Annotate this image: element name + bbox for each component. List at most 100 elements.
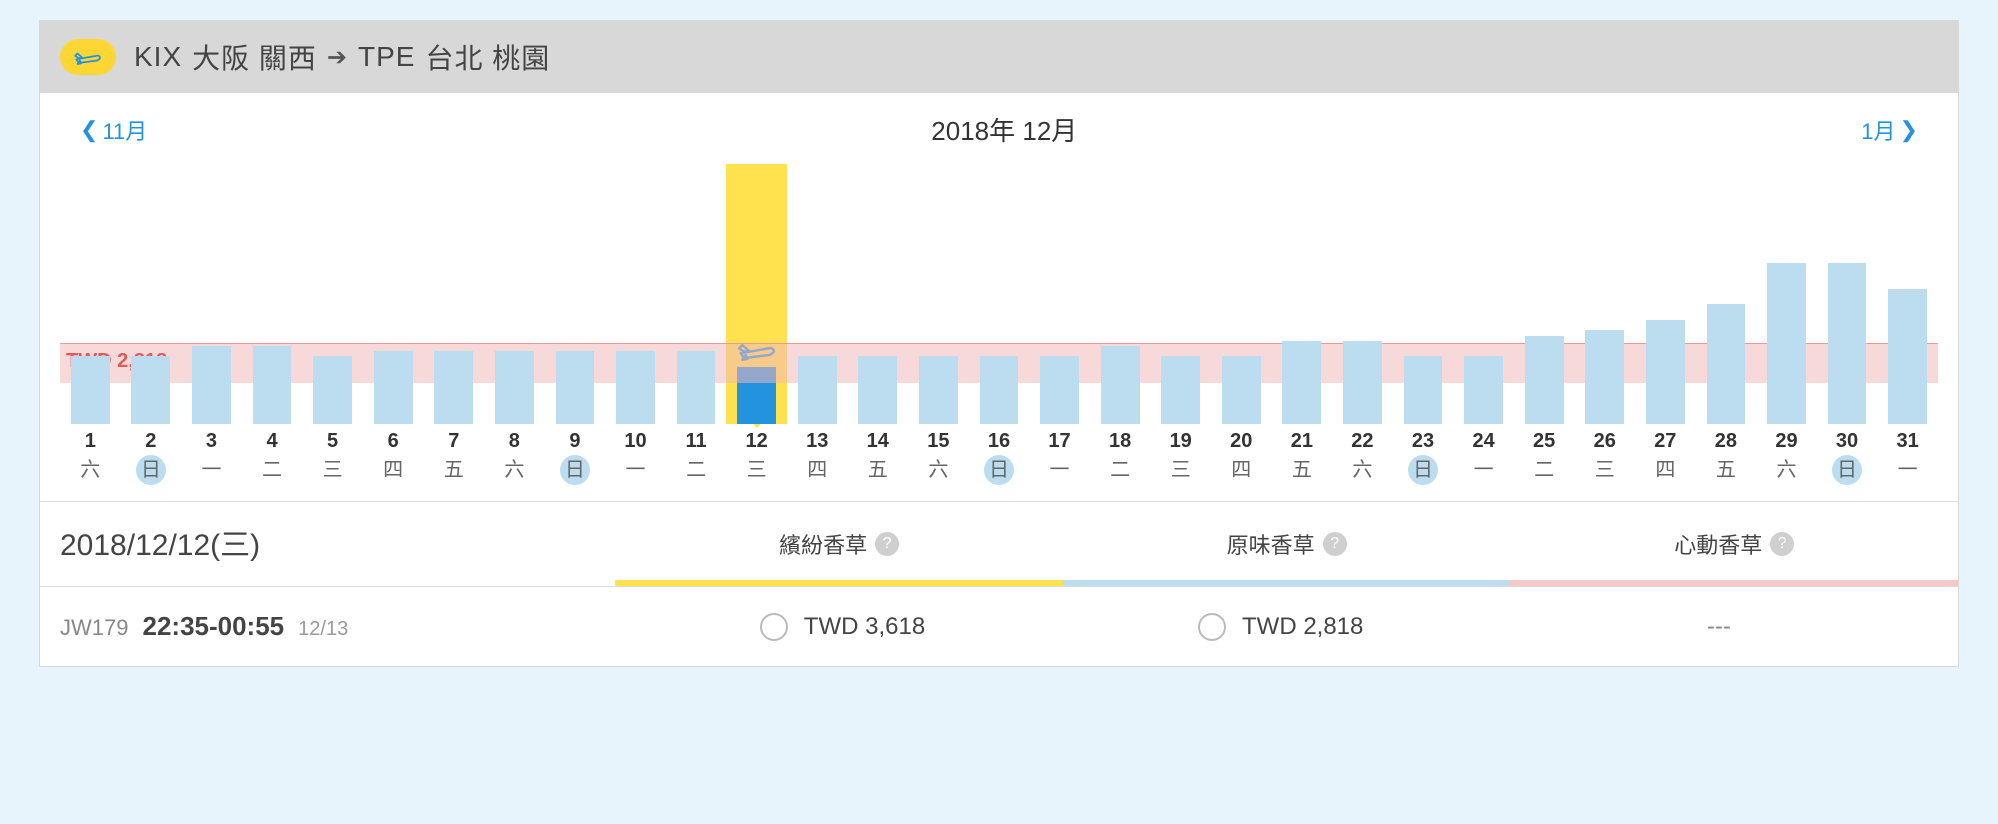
axis-day[interactable]: 17一 [1029, 430, 1090, 485]
day-bar[interactable] [666, 164, 727, 424]
chevron-right-icon: ❯ [1900, 117, 1918, 143]
axis-day[interactable]: 21五 [1272, 430, 1333, 485]
fare-price: TWD 2,818 [1242, 613, 1363, 641]
axis-day[interactable]: 31一 [1877, 430, 1938, 485]
flight-info: JW179 22:35-00:55 12/13 [60, 611, 623, 642]
fare-type-original: 原味香草 ? [1063, 502, 1511, 586]
axis-day[interactable]: 25二 [1514, 430, 1575, 485]
axis-day[interactable]: 24一 [1453, 430, 1514, 485]
day-bar[interactable] [1574, 164, 1635, 424]
axis-day[interactable]: 19三 [1150, 430, 1211, 485]
prev-month-label: 11月 [102, 114, 147, 146]
day-bar[interactable] [848, 164, 909, 424]
price-bar [1646, 320, 1685, 424]
day-bar[interactable] [1756, 164, 1817, 424]
help-icon[interactable]: ? [1770, 532, 1794, 556]
day-bar[interactable] [423, 164, 484, 424]
axis-day-of-week: 日 [984, 455, 1014, 485]
axis-day-number: 8 [484, 430, 545, 453]
day-bar[interactable] [605, 164, 666, 424]
axis-day[interactable]: 27四 [1635, 430, 1696, 485]
day-bar[interactable] [1514, 164, 1575, 424]
day-bar[interactable] [908, 164, 969, 424]
day-bar[interactable] [484, 164, 545, 424]
fare-option-original[interactable]: TWD 2,818 [1062, 613, 1500, 641]
axis-day-of-week: 二 [681, 455, 711, 485]
axis-day-of-week: 六 [75, 455, 105, 485]
day-bar[interactable] [1453, 164, 1514, 424]
day-bar[interactable] [726, 164, 787, 424]
day-bar[interactable] [787, 164, 848, 424]
next-month-button[interactable]: 1月 ❯ [1861, 114, 1918, 146]
axis-day[interactable]: 4二 [242, 430, 303, 485]
day-bar[interactable] [302, 164, 363, 424]
axis-day[interactable]: 3一 [181, 430, 242, 485]
axis-day[interactable]: 29六 [1756, 430, 1817, 485]
day-bar[interactable] [181, 164, 242, 424]
axis-day-of-week: 一 [1893, 455, 1923, 485]
day-bar[interactable] [1211, 164, 1272, 424]
axis-day[interactable]: 9日 [545, 430, 606, 485]
day-bar[interactable] [1393, 164, 1454, 424]
axis-day[interactable]: 22六 [1332, 430, 1393, 485]
axis-day-number: 14 [848, 430, 909, 453]
price-bar [1161, 356, 1200, 424]
axis-day-number: 30 [1817, 430, 1878, 453]
axis-day[interactable]: 13四 [787, 430, 848, 485]
axis-day[interactable]: 10一 [605, 430, 666, 485]
radio-icon[interactable] [760, 613, 788, 641]
day-bar[interactable] [1696, 164, 1757, 424]
axis-day[interactable]: 23日 [1393, 430, 1454, 485]
axis-day[interactable]: 7五 [423, 430, 484, 485]
help-icon[interactable]: ? [1323, 532, 1347, 556]
axis-day-number: 31 [1877, 430, 1938, 453]
prev-month-button[interactable]: ❮ 11月 [80, 114, 147, 146]
day-bar[interactable] [1029, 164, 1090, 424]
fare-type-label: 心動香草 [1674, 528, 1762, 560]
axis-day[interactable]: 14五 [848, 430, 909, 485]
axis-day-number: 2 [121, 430, 182, 453]
fare-type-colorful: 繽紛香草 ? [615, 502, 1063, 586]
axis-day[interactable]: 26三 [1574, 430, 1635, 485]
axis-day[interactable]: 20四 [1211, 430, 1272, 485]
radio-icon[interactable] [1198, 613, 1226, 641]
axis-day-of-week: 五 [1287, 455, 1317, 485]
day-bar[interactable] [1272, 164, 1333, 424]
axis-day-of-week: 四 [802, 455, 832, 485]
axis-day[interactable]: 2日 [121, 430, 182, 485]
day-bar[interactable] [1877, 164, 1938, 424]
day-bar[interactable] [363, 164, 424, 424]
axis-day[interactable]: 15六 [908, 430, 969, 485]
axis-day-of-week: 日 [560, 455, 590, 485]
day-bar[interactable] [242, 164, 303, 424]
axis-day[interactable]: 18二 [1090, 430, 1151, 485]
axis-day[interactable]: 6四 [363, 430, 424, 485]
price-bar [1464, 356, 1503, 424]
day-bar[interactable] [1332, 164, 1393, 424]
axis-day[interactable]: 30日 [1817, 430, 1878, 485]
day-bar[interactable] [1090, 164, 1151, 424]
axis-day[interactable]: 28五 [1696, 430, 1757, 485]
day-bar[interactable] [969, 164, 1030, 424]
axis-day-number: 28 [1696, 430, 1757, 453]
axis-day[interactable]: 16日 [969, 430, 1030, 485]
axis-day[interactable]: 12三 [726, 430, 787, 485]
axis-day[interactable]: 8六 [484, 430, 545, 485]
day-bar[interactable] [60, 164, 121, 424]
axis-day-number: 12 [726, 430, 787, 453]
help-icon[interactable]: ? [875, 532, 899, 556]
price-bar [798, 356, 837, 424]
day-bar[interactable] [1635, 164, 1696, 424]
day-bar[interactable] [1150, 164, 1211, 424]
axis-day-number: 10 [605, 430, 666, 453]
axis-day[interactable]: 11二 [666, 430, 727, 485]
day-bar[interactable] [545, 164, 606, 424]
month-nav: ❮ 11月 2018年 12月 1月 ❯ [40, 93, 1958, 154]
axis-day[interactable]: 1六 [60, 430, 121, 485]
flight-arrival-date: 12/13 [298, 618, 348, 641]
fare-option-colorful[interactable]: TWD 3,618 [623, 613, 1061, 641]
axis-day-number: 20 [1211, 430, 1272, 453]
day-bar[interactable] [1817, 164, 1878, 424]
axis-day[interactable]: 5三 [302, 430, 363, 485]
day-bar[interactable] [121, 164, 182, 424]
